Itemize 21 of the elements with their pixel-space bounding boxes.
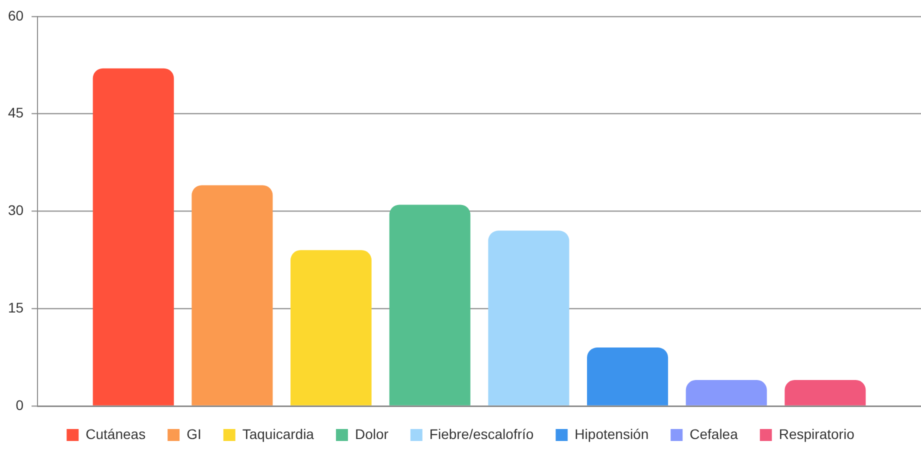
- bar: [92, 68, 174, 406]
- legend-label: Dolor: [354, 426, 389, 442]
- legend-label: Respiratorio: [778, 426, 855, 442]
- bar: [290, 250, 372, 406]
- bar: [587, 348, 668, 406]
- bar: [686, 380, 767, 406]
- legend-label: Cefalea: [690, 426, 738, 442]
- bar: [389, 204, 470, 406]
- y-tick-label: 30: [8, 202, 24, 218]
- y-tick-label: 60: [8, 7, 24, 24]
- legend-label: Fiebre/escalofrío: [429, 426, 534, 442]
- bar: [488, 230, 570, 406]
- y-tick-label: 0: [16, 396, 24, 413]
- bar: [784, 380, 866, 406]
- legend-label: GI: [186, 426, 202, 442]
- y-tick-label: 15: [8, 299, 24, 316]
- y-tick-label: 45: [8, 104, 24, 121]
- legend-label: Hipotensión: [574, 426, 649, 442]
- legend-label: Taquicardia: [242, 426, 314, 442]
- legend-label: Cutáneas: [86, 426, 146, 442]
- bar: [192, 185, 273, 406]
